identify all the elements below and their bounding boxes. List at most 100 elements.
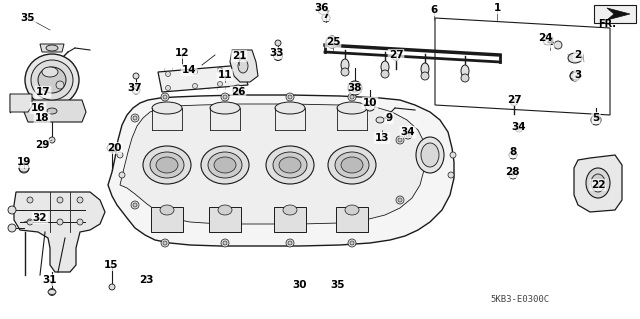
Circle shape <box>163 95 167 99</box>
Ellipse shape <box>335 152 369 178</box>
Text: 12: 12 <box>175 48 189 58</box>
Circle shape <box>119 172 125 178</box>
Text: 33: 33 <box>269 48 284 58</box>
Ellipse shape <box>156 157 178 173</box>
Circle shape <box>509 171 517 179</box>
Ellipse shape <box>341 157 363 173</box>
Ellipse shape <box>337 102 367 114</box>
Circle shape <box>132 86 140 94</box>
Polygon shape <box>120 104 426 224</box>
Text: FR.: FR. <box>598 19 616 29</box>
Bar <box>151 207 183 232</box>
Polygon shape <box>10 94 32 112</box>
Circle shape <box>161 239 169 247</box>
Ellipse shape <box>56 81 64 89</box>
Circle shape <box>163 241 167 245</box>
Text: 38: 38 <box>348 83 362 93</box>
Circle shape <box>27 197 33 203</box>
Text: 5KB3-E0300C: 5KB3-E0300C <box>490 295 549 305</box>
Circle shape <box>77 219 83 225</box>
Text: 10: 10 <box>363 98 377 108</box>
Ellipse shape <box>345 205 359 215</box>
Bar <box>336 207 368 232</box>
Circle shape <box>450 152 456 158</box>
Ellipse shape <box>283 205 297 215</box>
Text: 37: 37 <box>128 83 142 93</box>
Text: 5: 5 <box>593 113 600 123</box>
Ellipse shape <box>273 152 307 178</box>
Circle shape <box>221 239 229 247</box>
Text: 1: 1 <box>493 3 500 13</box>
Circle shape <box>326 36 338 48</box>
Ellipse shape <box>143 146 191 184</box>
Ellipse shape <box>238 59 248 73</box>
Circle shape <box>131 201 139 209</box>
Ellipse shape <box>218 205 232 215</box>
Circle shape <box>8 224 16 232</box>
Polygon shape <box>230 50 258 82</box>
Polygon shape <box>40 44 64 52</box>
Text: 27: 27 <box>388 50 403 60</box>
Ellipse shape <box>208 152 242 178</box>
Ellipse shape <box>210 102 240 114</box>
Text: 31: 31 <box>43 275 57 285</box>
Ellipse shape <box>328 146 376 184</box>
Circle shape <box>57 219 63 225</box>
Ellipse shape <box>416 137 444 173</box>
Text: 18: 18 <box>35 113 49 123</box>
Circle shape <box>288 241 292 245</box>
Circle shape <box>273 51 282 61</box>
Circle shape <box>509 151 517 159</box>
Circle shape <box>8 206 16 214</box>
Ellipse shape <box>214 157 236 173</box>
Circle shape <box>218 68 223 72</box>
Circle shape <box>406 133 410 137</box>
Ellipse shape <box>421 143 439 167</box>
Circle shape <box>221 93 229 101</box>
Ellipse shape <box>201 146 249 184</box>
Circle shape <box>515 124 523 132</box>
Circle shape <box>404 131 412 139</box>
Text: 32: 32 <box>33 213 47 223</box>
Circle shape <box>517 126 521 130</box>
Text: 34: 34 <box>512 122 526 132</box>
Circle shape <box>233 85 243 95</box>
Text: 8: 8 <box>509 147 516 157</box>
Text: 17: 17 <box>36 87 51 97</box>
Circle shape <box>166 85 170 91</box>
Text: 25: 25 <box>326 37 340 47</box>
Bar <box>209 207 241 232</box>
Ellipse shape <box>341 59 349 71</box>
Text: 34: 34 <box>401 127 415 137</box>
Polygon shape <box>24 100 86 122</box>
Text: 20: 20 <box>107 143 121 153</box>
Circle shape <box>365 101 375 111</box>
Circle shape <box>133 73 139 79</box>
Circle shape <box>133 116 137 120</box>
Circle shape <box>193 84 198 88</box>
Text: 4: 4 <box>547 37 554 47</box>
Text: 28: 28 <box>505 167 519 177</box>
Circle shape <box>348 239 356 247</box>
Ellipse shape <box>25 54 79 106</box>
Ellipse shape <box>46 45 58 51</box>
Circle shape <box>348 93 356 101</box>
Ellipse shape <box>348 81 362 95</box>
Circle shape <box>27 219 33 225</box>
Circle shape <box>396 196 404 204</box>
Text: 29: 29 <box>35 140 49 150</box>
Circle shape <box>570 71 580 81</box>
Text: 7: 7 <box>323 10 330 20</box>
Text: 36: 36 <box>315 3 329 13</box>
Circle shape <box>350 95 354 99</box>
Text: 11: 11 <box>218 70 232 80</box>
Circle shape <box>131 114 139 122</box>
Text: 3: 3 <box>574 70 582 80</box>
Ellipse shape <box>275 102 305 114</box>
Ellipse shape <box>591 174 605 192</box>
Circle shape <box>421 72 429 80</box>
Circle shape <box>322 14 330 22</box>
Circle shape <box>286 93 294 101</box>
Text: 27: 27 <box>507 95 522 105</box>
Circle shape <box>288 95 292 99</box>
